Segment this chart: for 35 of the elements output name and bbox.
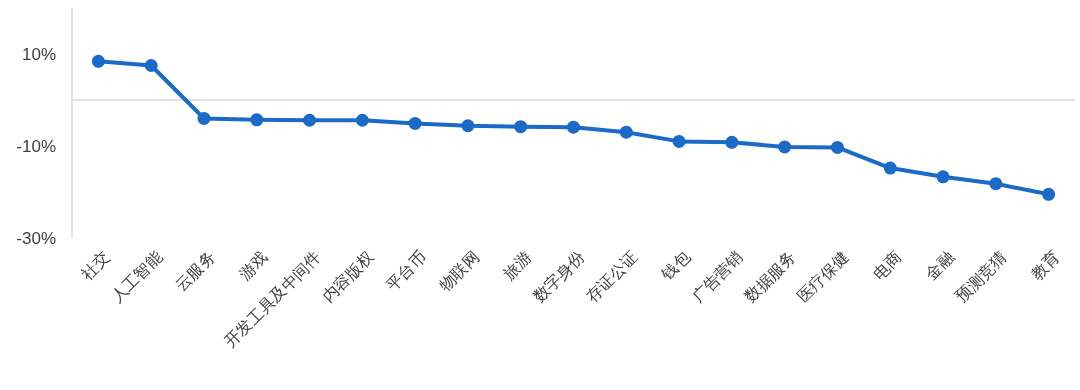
point <box>778 140 792 154</box>
x-tick-label: 游戏 <box>236 248 271 283</box>
point <box>461 119 475 133</box>
point <box>619 125 633 139</box>
point <box>830 140 844 154</box>
x-tick-label: 医疗保健 <box>794 248 852 306</box>
point <box>197 111 211 125</box>
x-tick-label: 旅游 <box>500 248 535 283</box>
x-tick-label: 云服务 <box>172 248 219 294</box>
point <box>408 116 422 130</box>
point <box>303 113 317 127</box>
point <box>672 134 686 148</box>
x-tick-label: 平台币 <box>383 248 430 294</box>
x-tick-label: 电商 <box>869 248 905 283</box>
x-tick-label: 金融 <box>922 248 958 283</box>
point <box>91 54 105 68</box>
y-tick-label: -10% <box>16 136 56 156</box>
x-tick-label: 社交 <box>77 248 113 283</box>
x-tick-label: 物联网 <box>436 248 482 294</box>
point <box>883 161 897 175</box>
y-tick-label: -30% <box>16 228 56 248</box>
point <box>989 177 1003 191</box>
point <box>936 170 950 184</box>
point <box>567 120 580 134</box>
x-tick-label: 钱包 <box>657 248 694 284</box>
point <box>250 113 264 127</box>
y-tick-label: 10% <box>21 44 56 64</box>
x-tick-label: 教育 <box>1028 248 1063 283</box>
point <box>514 120 528 134</box>
x-tick-label: 存证公证 <box>583 248 641 306</box>
point <box>144 59 158 72</box>
point <box>355 113 369 127</box>
point <box>725 135 739 149</box>
point <box>1042 187 1056 201</box>
x-tick-label: 内容版权 <box>319 248 377 306</box>
